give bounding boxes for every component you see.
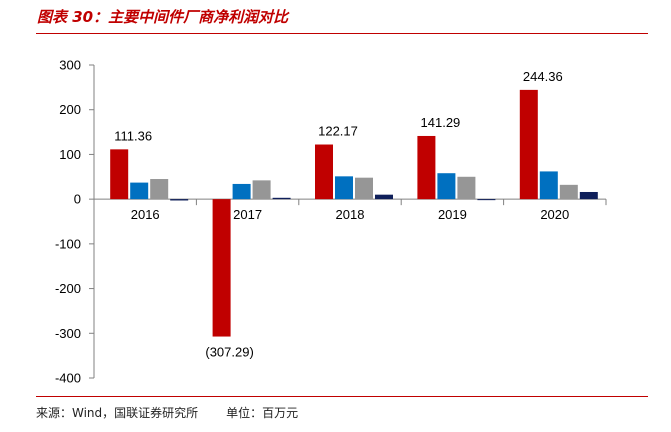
chart-title: 图表 30：主要中间件厂商净利润对比 (37, 8, 289, 26)
bar (417, 135, 436, 200)
bar (170, 199, 189, 201)
bar (375, 194, 393, 200)
bar (579, 191, 598, 200)
bar (437, 173, 456, 200)
unit-note: 单位：百万元 (226, 406, 299, 420)
y-tick-label: -400 (55, 371, 81, 386)
bar (519, 89, 538, 200)
bar (457, 176, 476, 200)
y-tick-label: 300 (59, 58, 81, 73)
bar (212, 199, 231, 337)
bar (232, 183, 251, 200)
x-tick-label: 2017 (233, 207, 262, 222)
bar (252, 180, 271, 200)
y-tick-label: -100 (55, 236, 81, 251)
bar (539, 171, 558, 200)
y-tick-label: 100 (59, 147, 81, 162)
x-tick-label: 2018 (336, 207, 365, 222)
bars-layer (110, 89, 598, 337)
footer-divider (36, 396, 648, 397)
bar (315, 144, 333, 200)
data-label: (307.29) (205, 345, 253, 360)
y-tick-label: -200 (55, 281, 81, 296)
bar (150, 179, 169, 200)
labels-layer: 2016 111.36 2017 (307.29) 2018 122.17 2019 141.… (114, 69, 569, 360)
bar (272, 197, 291, 200)
y-tick-label: 0 (74, 192, 81, 207)
bar (355, 177, 373, 200)
x-tick-label: 2019 (438, 207, 467, 222)
data-label: 122.17 (318, 124, 358, 139)
title-divider (36, 33, 648, 34)
bar (559, 184, 578, 200)
data-label: 244.36 (523, 69, 563, 84)
x-tick-label: 2020 (540, 207, 569, 222)
x-tick-label: 2016 (131, 207, 160, 222)
data-label: 141.29 (421, 115, 461, 130)
bar (130, 182, 149, 200)
bar (335, 176, 353, 200)
bar (477, 199, 496, 201)
y-tick-label: -300 (55, 326, 81, 341)
y-tick-label: 200 (59, 102, 81, 117)
chart-footer: 来源：Wind，国联证券研究所 单位：百万元 (36, 404, 298, 421)
data-label: 111.36 (114, 128, 152, 143)
source-note: 来源：Wind，国联证券研究所 (36, 406, 199, 420)
bar (110, 149, 129, 200)
